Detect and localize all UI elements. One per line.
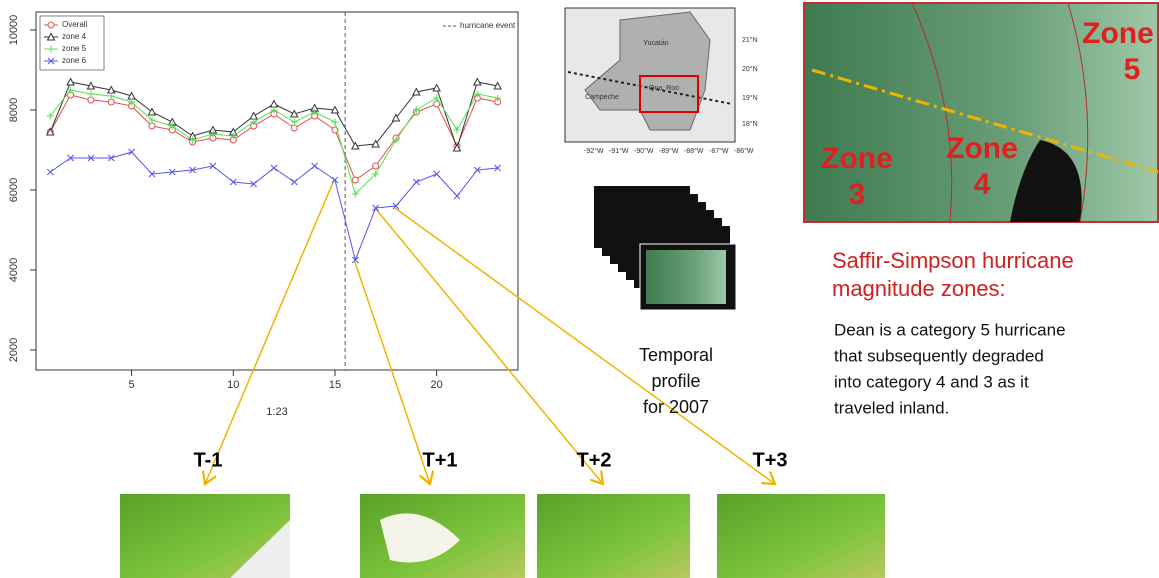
frame-label: T+1 (422, 449, 457, 471)
map-label: Qna. Roo (649, 85, 679, 92)
y-tick-label: 8000 (8, 98, 20, 122)
frame-label: T+2 (576, 449, 611, 471)
frame-images (120, 494, 885, 578)
zone-number: 4 (974, 168, 991, 201)
map-label: Campeche (585, 94, 619, 101)
zone-label: Zone (946, 132, 1018, 165)
caption-body: traveled inland. (834, 398, 949, 417)
zone-label: Zone (1082, 17, 1154, 50)
point (149, 123, 155, 129)
caption-title: magnitude zones: (832, 276, 1006, 301)
image-stack (594, 186, 736, 310)
map-label: -87°W (709, 147, 729, 155)
y-tick-label: 2000 (8, 338, 20, 362)
map-label: 19°N (742, 94, 758, 102)
slide: 1:23 2000 4000 6000 8000 10000 5 10 15 20 hurrica… (0, 0, 1159, 578)
x-tick-label: 15 (329, 379, 341, 391)
legend-label: zone 5 (62, 44, 87, 53)
map-label: -90°W (634, 147, 654, 155)
map (565, 8, 735, 142)
caption-title: Saffir-Simpson hurricane (832, 248, 1074, 273)
map-label: -92°W (584, 147, 604, 155)
caption-body: into category 4 and 3 as it (834, 372, 1029, 391)
event-legend-label: hurricane event (460, 21, 516, 30)
frame-label: T-1 (194, 449, 223, 471)
map-label: -91°W (609, 147, 629, 155)
plot-frame (36, 12, 518, 370)
map-label: 21°N (742, 36, 758, 44)
zone-number: 3 (849, 178, 866, 211)
y-tick-label: 6000 (8, 178, 20, 202)
frame-label: T+3 (752, 449, 787, 471)
zone-label: Zone (821, 142, 893, 175)
x-axis-label: 1:23 (266, 406, 287, 418)
caption-body: that subsequently degraded (834, 346, 1044, 365)
map-label: 18°N (742, 120, 758, 128)
zone-number: 5 (1124, 53, 1141, 86)
legend-marker (48, 22, 54, 28)
y-tick-label: 10000 (8, 15, 20, 46)
legend-label: zone 6 (62, 56, 87, 65)
point (373, 163, 379, 169)
point (88, 97, 94, 103)
point (352, 177, 358, 183)
caption-body: Dean is a category 5 hurricane (834, 320, 1066, 339)
profile-label: profile (651, 371, 700, 391)
profile-label: for 2007 (643, 397, 709, 417)
profile-label: Temporal (639, 345, 713, 365)
x-tick-label: 20 (431, 379, 443, 391)
map-label: 20°N (742, 65, 758, 73)
map-label: -86°W (734, 147, 754, 155)
map-label: -89°W (659, 147, 679, 155)
x-tick-label: 10 (227, 379, 239, 391)
point (108, 99, 114, 105)
x-tick-label: 5 (129, 379, 135, 391)
y-tick-label: 4000 (8, 258, 20, 282)
legend-label: Overall (62, 20, 88, 29)
map-label: Yucatán (643, 40, 668, 47)
point (291, 125, 297, 131)
page: {"chart_data": {"type": "line", "x_label… (0, 0, 1159, 578)
map-label: -88°W (684, 147, 704, 155)
legend-label: zone 4 (62, 32, 87, 41)
